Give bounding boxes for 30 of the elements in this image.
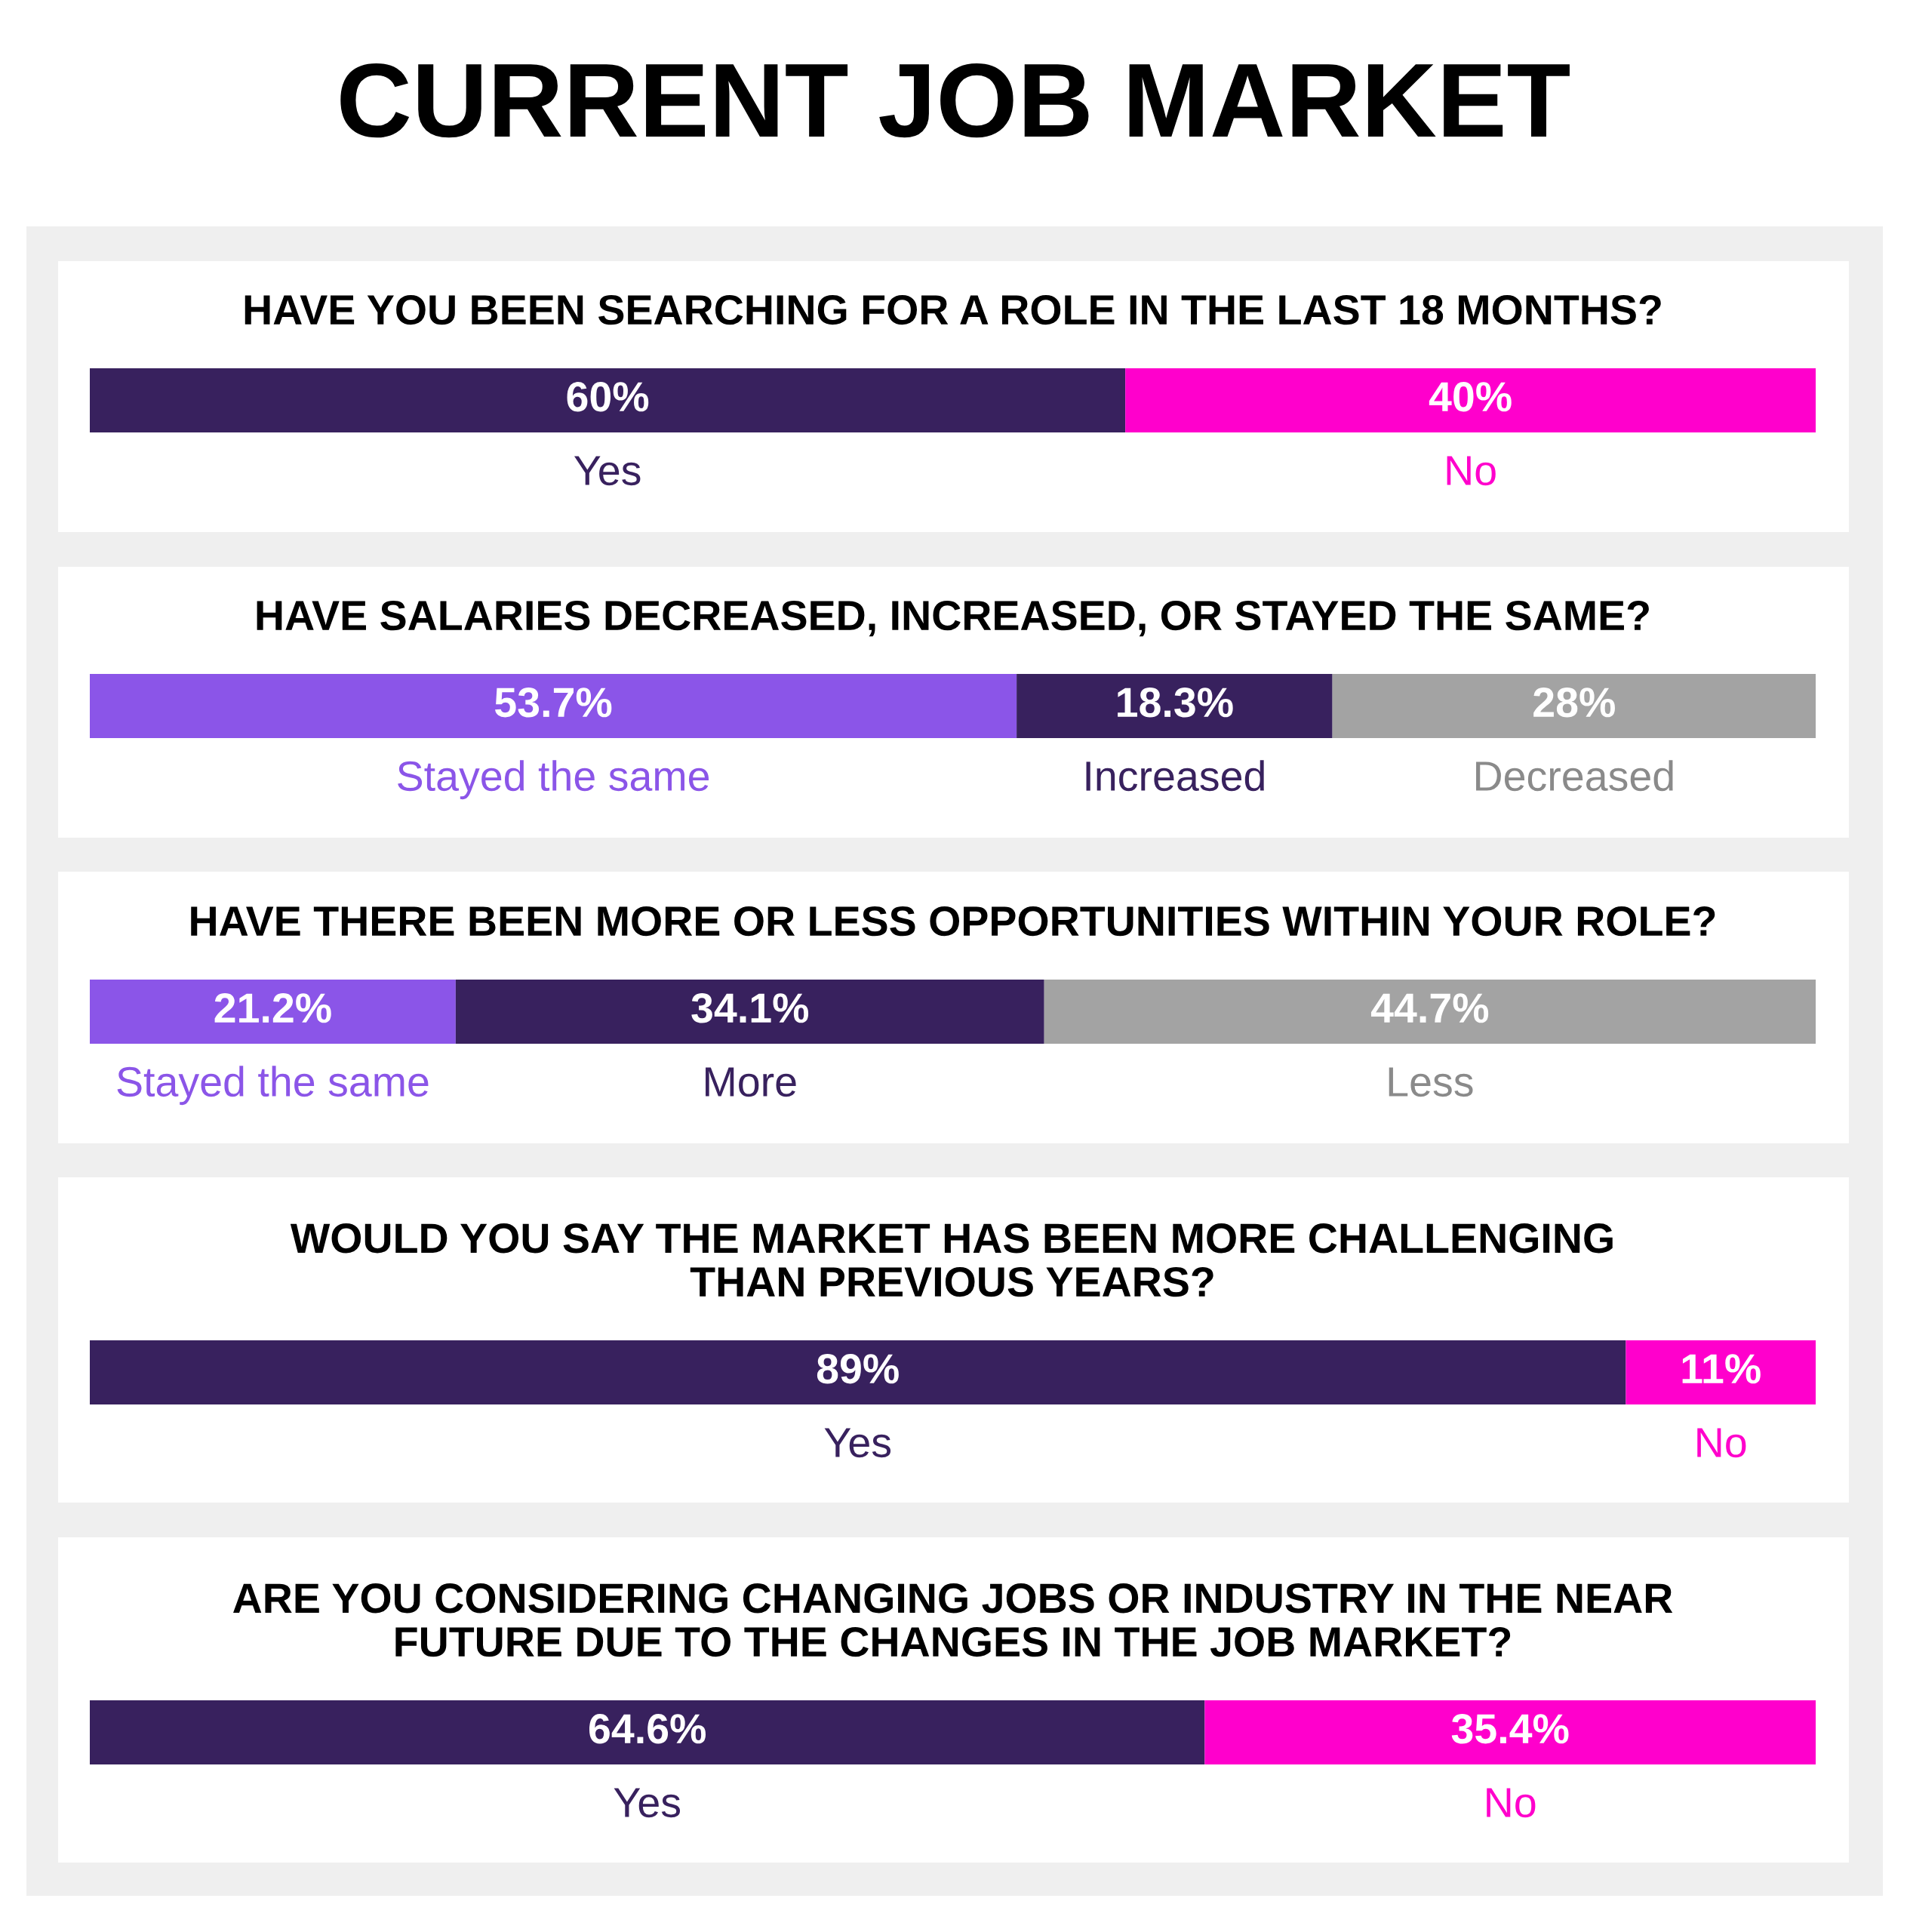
series-label: No	[1447, 456, 1496, 486]
series-label: No	[1487, 1788, 1536, 1818]
data-label: 34.1%	[691, 993, 809, 1023]
data-label: 60%	[567, 382, 649, 412]
series-label: Yes	[614, 1788, 681, 1818]
data-label: 40%	[1429, 382, 1512, 412]
chart-title: WOULD YOU SAY THE MARKET HAS BEEN MORE CHALLENGING THAN PREVIOUS YEARS?	[290, 1223, 1613, 1297]
series-label: Increased	[1086, 760, 1264, 792]
chart-title: HAVE SALARIES DECREASED, INCREASED, OR STAYED THE SAME?	[257, 600, 1649, 637]
series-label: Stayed the same	[398, 760, 709, 800]
chart-title: CURRENT JOB MARKET	[340, 63, 1570, 138]
series-label: Decreased	[1476, 760, 1673, 792]
data-label: 18.3%	[1118, 688, 1233, 718]
series-label: Yes	[824, 1428, 891, 1458]
series-label: Yes	[574, 456, 641, 486]
data-label: 11%	[1682, 1354, 1761, 1384]
chart-title: ARE YOU CONSIDERING CHANGING JOBS OR INDUSTRY IN THE NEAR FUTURE DUE TO THE CHANGES IN THE JOB MARKET?	[233, 1583, 1673, 1657]
data-label: 28%	[1533, 688, 1615, 718]
chart-title: HAVE THERE BEEN MORE OR LESS OPPORTUNITIES WITHIN YOUR ROLE?	[191, 906, 1715, 937]
data-label: 35.4%	[1451, 1714, 1569, 1744]
series-label: Stayed the same	[117, 1066, 429, 1106]
data-label: 44.7%	[1370, 993, 1489, 1023]
series-label: More	[706, 1067, 796, 1097]
data-label: 89%	[817, 1354, 899, 1384]
series-label: Less	[1389, 1067, 1473, 1097]
data-label: 64.6%	[589, 1714, 706, 1744]
chart-subtitle: HAVE YOU BEEN SEARCHING FOR A ROLE IN THE LAST 18 MONTHS?	[245, 294, 1661, 325]
data-label: 21.2%	[214, 993, 331, 1023]
series-label: No	[1697, 1428, 1746, 1458]
data-label: 53.7%	[495, 688, 612, 718]
